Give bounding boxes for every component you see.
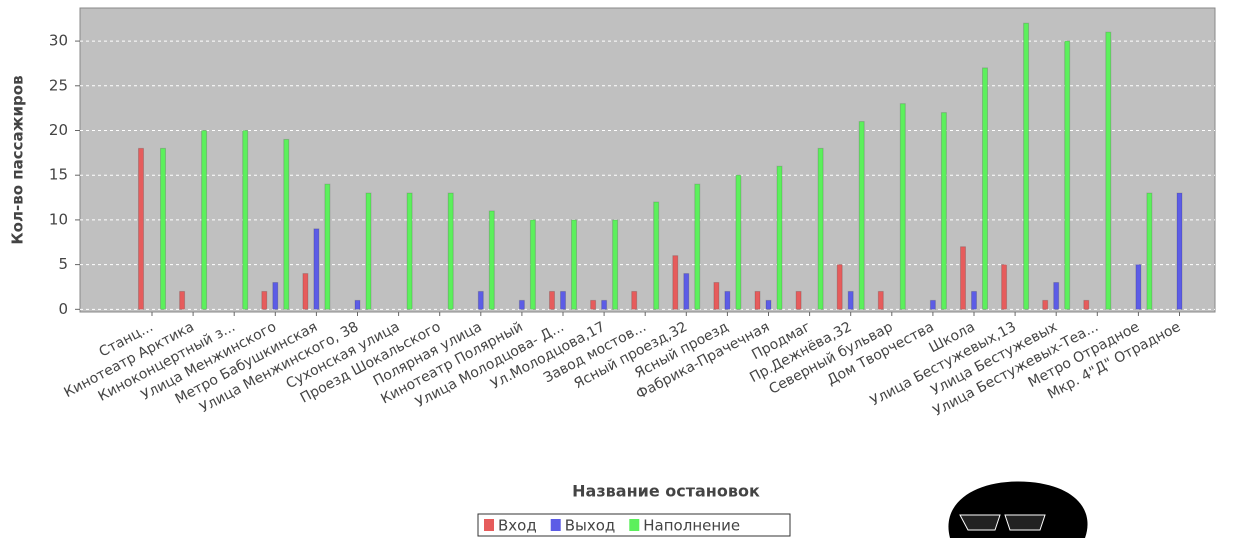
legend-swatch (484, 519, 494, 531)
bar (202, 130, 207, 309)
bar (654, 202, 659, 309)
y-tick-label: 0 (58, 300, 68, 318)
bar (777, 166, 782, 309)
bar (1054, 282, 1059, 309)
bar (561, 291, 566, 309)
bar (161, 148, 166, 309)
bar (941, 113, 946, 310)
bar (613, 220, 618, 309)
bar (1136, 265, 1141, 310)
y-tick-label: 10 (49, 210, 68, 228)
bar (303, 274, 308, 310)
x-axis-title: Название остановок (572, 482, 760, 501)
bar (1106, 32, 1111, 309)
y-axis-title: Кол-во пассажиров (9, 75, 27, 244)
bar (736, 175, 741, 309)
bar (243, 130, 248, 309)
bar (695, 184, 700, 309)
bar (766, 300, 771, 309)
bar (1043, 300, 1048, 309)
y-tick-label: 5 (58, 255, 68, 273)
legend-label: Наполнение (643, 517, 740, 535)
bar (519, 300, 524, 309)
bar (1024, 23, 1029, 309)
bar (983, 68, 988, 309)
bar (366, 193, 371, 309)
bar (314, 229, 319, 309)
bar (1065, 41, 1070, 309)
bar (602, 300, 607, 309)
bar (572, 220, 577, 309)
bar (139, 148, 144, 309)
bar (355, 300, 360, 309)
bar (684, 274, 689, 310)
bar (273, 282, 278, 309)
legend-swatch (629, 519, 639, 531)
bar (1177, 193, 1182, 309)
bar (673, 256, 678, 310)
bar (262, 291, 267, 309)
bar (489, 211, 494, 309)
bar (284, 139, 289, 309)
bar (407, 193, 412, 309)
y-tick-label: 25 (49, 76, 68, 94)
bar (478, 291, 483, 309)
bar (1147, 193, 1152, 309)
bar (961, 247, 966, 310)
bar (878, 291, 883, 309)
bar (848, 291, 853, 309)
bar (325, 184, 330, 309)
bar (180, 291, 185, 309)
bar (818, 148, 823, 309)
bar (837, 265, 842, 310)
legend-label: Вход (498, 517, 537, 535)
bar (1084, 300, 1089, 309)
bar (972, 291, 977, 309)
bar (930, 300, 935, 309)
bar (725, 291, 730, 309)
plot-area (80, 8, 1215, 312)
legend-swatch (551, 519, 561, 531)
bar (448, 193, 453, 309)
bar (859, 122, 864, 310)
bar (714, 282, 719, 309)
bar (591, 300, 596, 309)
bar (530, 220, 535, 309)
y-tick-label: 20 (49, 121, 68, 139)
bar (755, 291, 760, 309)
y-tick-label: 15 (49, 166, 68, 184)
bar (550, 291, 555, 309)
bar (900, 104, 905, 310)
chart: Кол-во пассажиров Название остановок 0 5 1… (0, 0, 1244, 538)
y-tick-label: 30 (49, 32, 68, 50)
bar (796, 291, 801, 309)
bar (1002, 265, 1007, 310)
bar (632, 291, 637, 309)
legend-label: Выход (565, 517, 616, 535)
decor-icon (948, 482, 1087, 538)
